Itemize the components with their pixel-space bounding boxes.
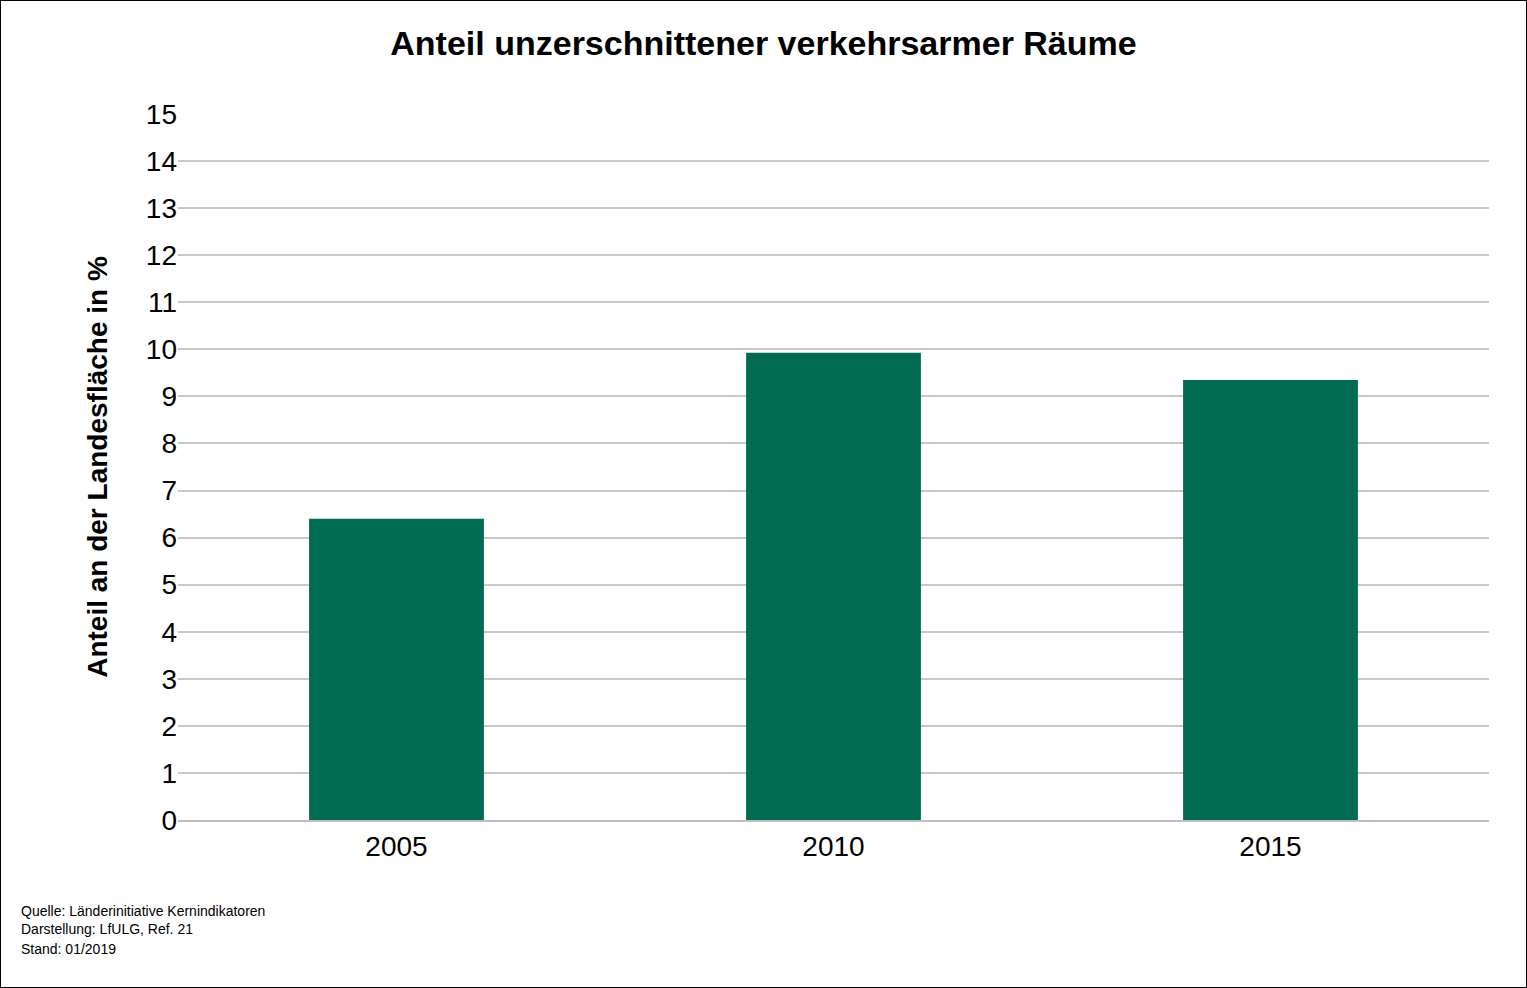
svg-text:7: 7 bbox=[161, 475, 177, 506]
svg-text:8: 8 bbox=[161, 428, 177, 459]
svg-text:9: 9 bbox=[161, 381, 177, 412]
svg-text:14: 14 bbox=[146, 146, 177, 177]
svg-text:0: 0 bbox=[161, 805, 177, 836]
svg-text:3: 3 bbox=[161, 664, 177, 695]
svg-text:6: 6 bbox=[161, 522, 177, 553]
svg-text:2005: 2005 bbox=[365, 831, 427, 862]
svg-text:12: 12 bbox=[146, 240, 177, 271]
svg-text:Anteil unzerschnittener verkeh: Anteil unzerschnittener verkehrsarmer Rä… bbox=[390, 24, 1136, 62]
svg-text:10: 10 bbox=[146, 334, 177, 365]
svg-text:Quelle: Länderinitiative Kerni: Quelle: Länderinitiative Kernindikatoren bbox=[21, 903, 265, 919]
svg-text:5: 5 bbox=[161, 569, 177, 600]
svg-text:2: 2 bbox=[161, 711, 177, 742]
svg-text:Stand: 01/2019: Stand: 01/2019 bbox=[21, 941, 116, 957]
svg-text:4: 4 bbox=[161, 617, 177, 648]
svg-text:2015: 2015 bbox=[1239, 831, 1301, 862]
svg-text:1: 1 bbox=[161, 758, 177, 789]
svg-text:13: 13 bbox=[146, 193, 177, 224]
svg-text:Darstellung: LfULG, Ref. 21: Darstellung: LfULG, Ref. 21 bbox=[21, 921, 193, 937]
svg-text:2010: 2010 bbox=[802, 831, 864, 862]
svg-text:Anteil an der Landesfläche in: Anteil an der Landesfläche in % bbox=[82, 256, 113, 678]
svg-text:15: 15 bbox=[146, 99, 177, 130]
svg-text:11: 11 bbox=[148, 287, 177, 318]
